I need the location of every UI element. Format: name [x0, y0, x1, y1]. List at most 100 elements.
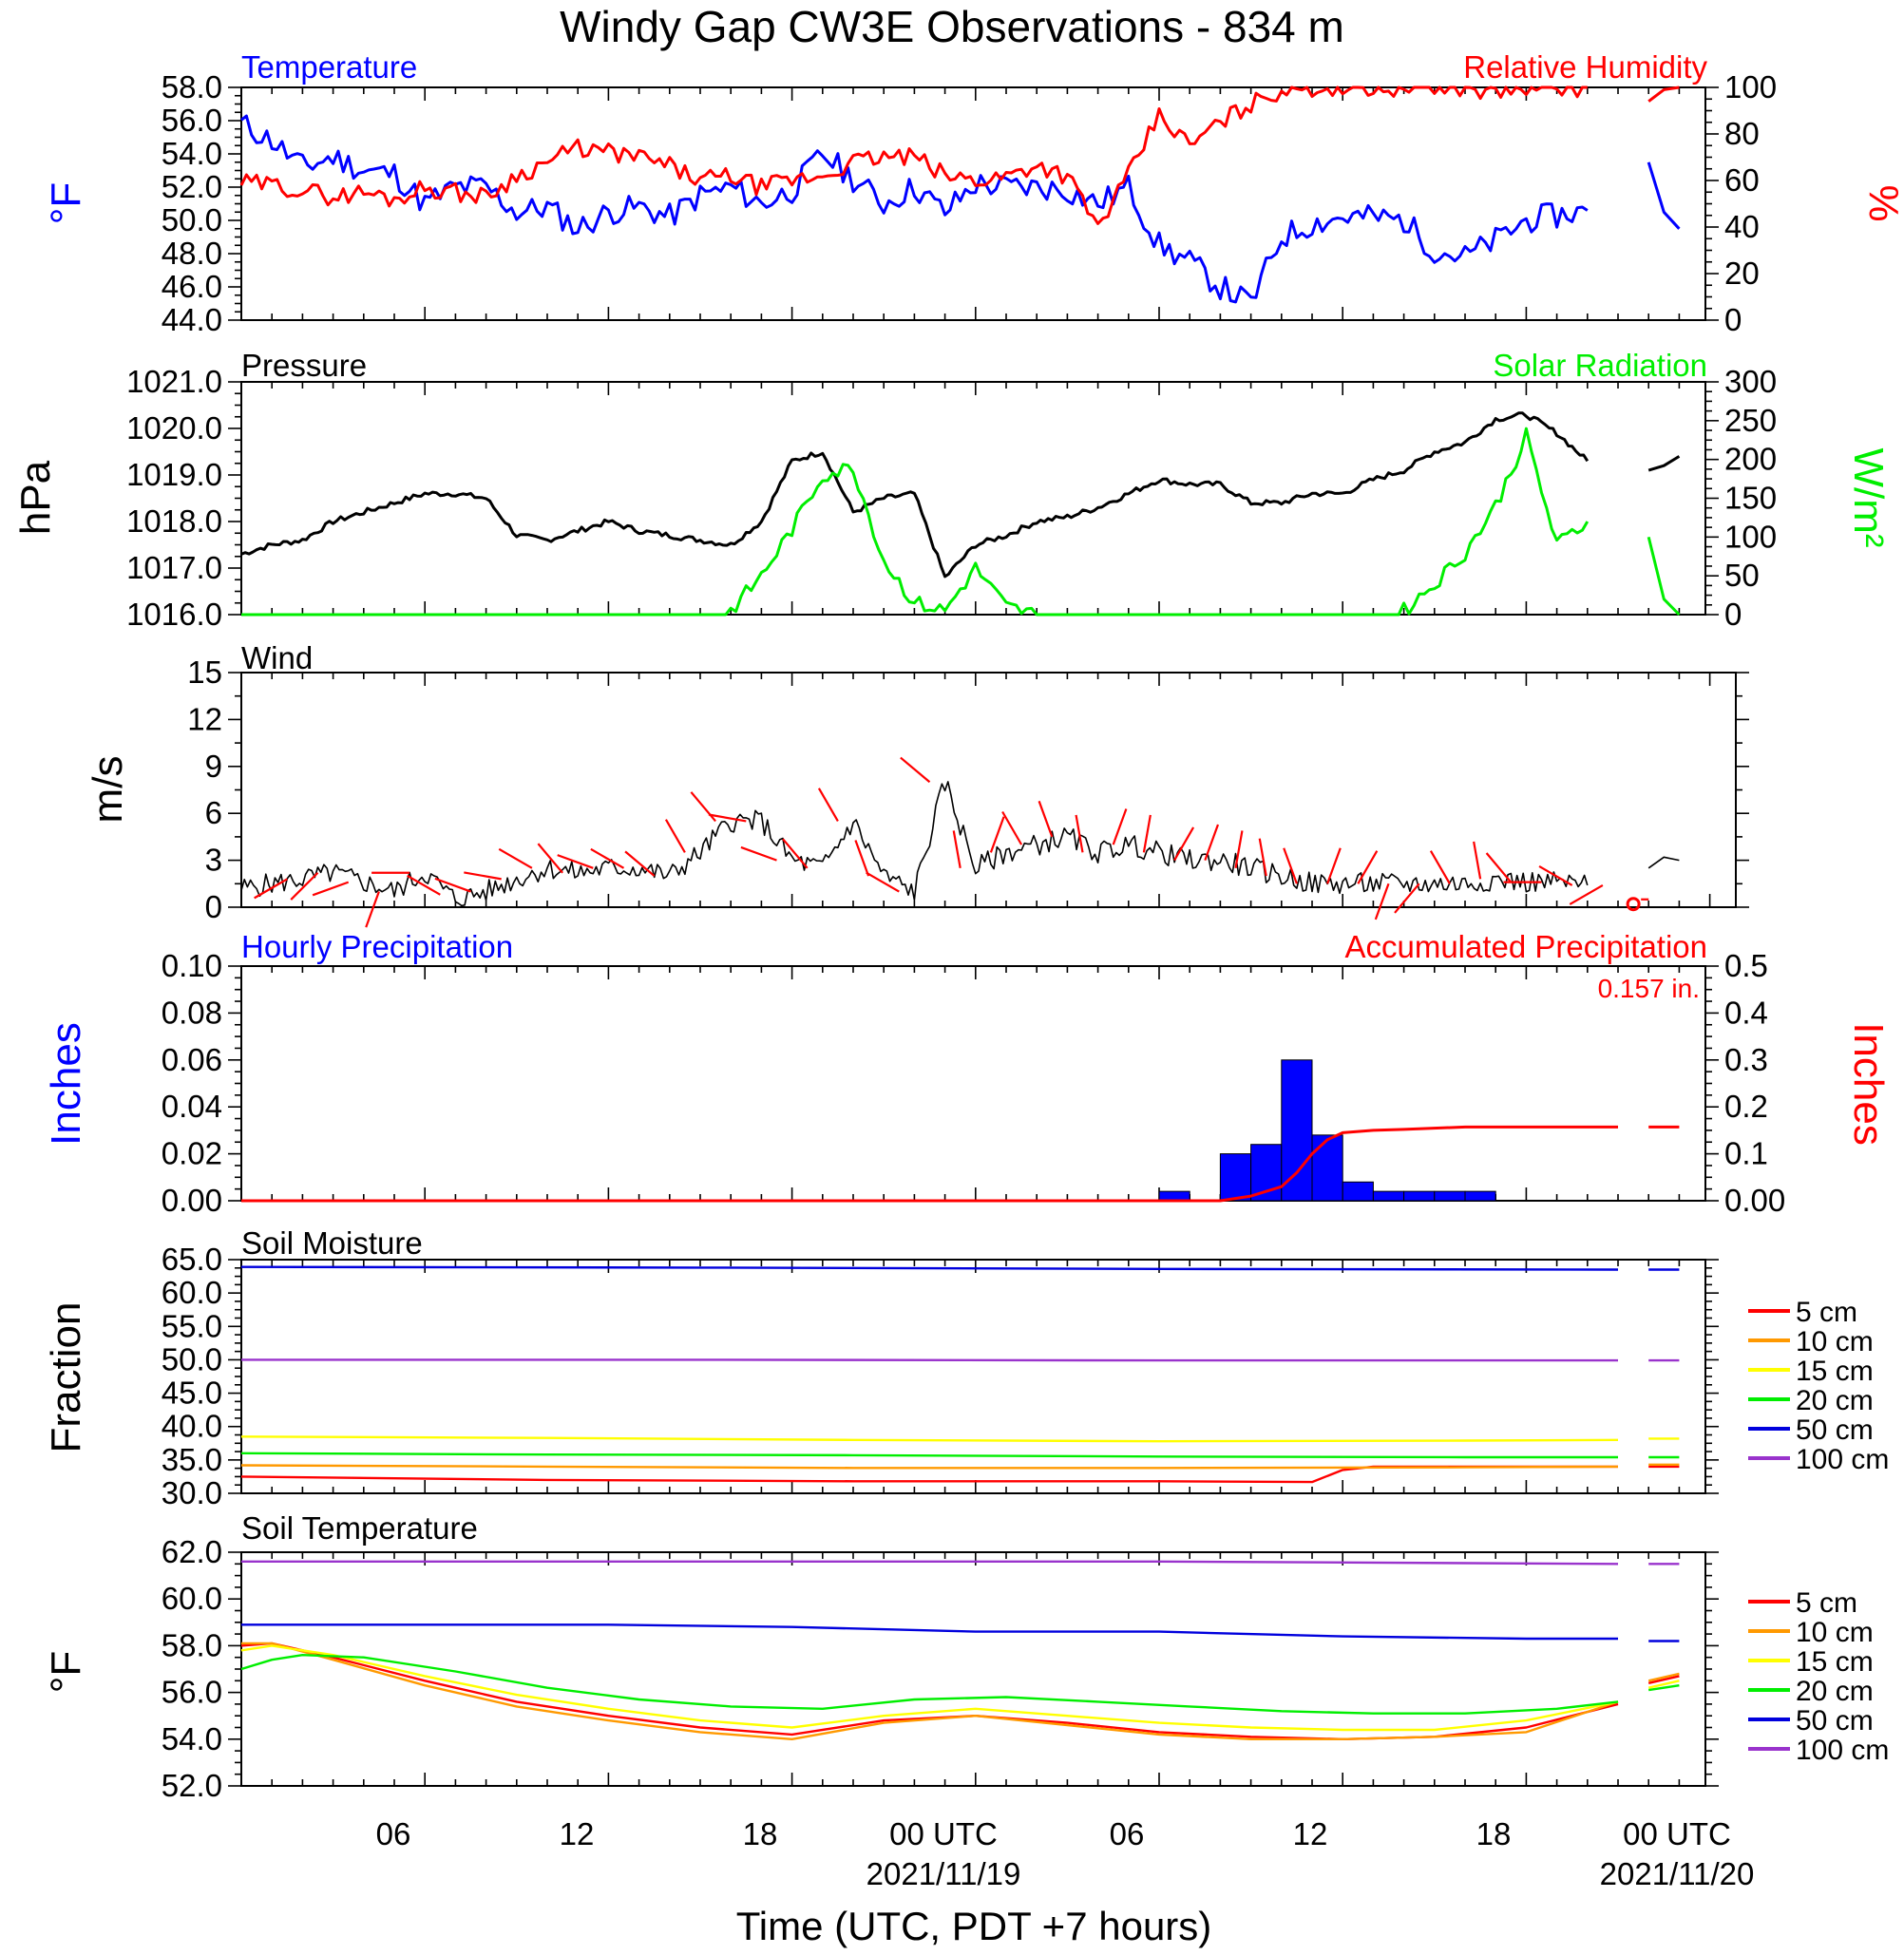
y-tick-label: 6 [205, 795, 222, 830]
legend-label: 10 cm [1796, 1326, 1874, 1357]
soil-line-15cm [240, 1435, 1619, 1443]
x-tick-label: 18 [1476, 1816, 1512, 1851]
soil-line-tail-15cm [1647, 1680, 1680, 1689]
wind-speed-line [240, 781, 1589, 907]
y-tick-label-right: 0.4 [1724, 995, 1768, 1030]
wind-barb [1258, 838, 1267, 877]
soil-line-10cm [240, 1464, 1619, 1470]
soil-line-100cm [241, 1560, 1619, 1566]
legend-label: 5 cm [1796, 1297, 1857, 1328]
wind-barb [989, 816, 1005, 853]
humidity-line-tail [1647, 85, 1680, 103]
y-tick-label-right: 200 [1724, 442, 1777, 477]
soil-line-15cm [240, 1644, 1619, 1732]
temperature-axis-title: °F [43, 182, 89, 224]
y-tick-label: 1021.0 [126, 364, 222, 399]
wind-barb [1142, 814, 1152, 853]
y-tick-label: 56.0 [162, 1675, 222, 1710]
y-tick-label: 0.02 [162, 1136, 222, 1171]
y-tick-label: 1019.0 [126, 457, 222, 492]
wind-barb [365, 891, 380, 928]
wind-barb [952, 830, 962, 869]
y-tick-label: 30.0 [162, 1475, 222, 1510]
precip-bar [1434, 1190, 1466, 1202]
pressure-title: Pressure [241, 348, 367, 383]
precipitation-panel: Hourly Precipitation Accumulated Precipi… [43, 929, 1892, 1218]
x-axis-title: Time (UTC, PDT +7 hours) [736, 1904, 1212, 1948]
wind-barb [537, 843, 563, 874]
x-tick-label: 12 [560, 1816, 595, 1851]
y-tick-label-right: 250 [1724, 403, 1777, 438]
precip-bar [1219, 1153, 1252, 1202]
y-tick-label: 35.0 [162, 1442, 222, 1477]
x-axis: 06 12 18 00 UTC 06 12 18 00 UTC 2021/11/… [376, 1816, 1755, 1948]
wind-barb [782, 838, 809, 869]
legend-label: 10 cm [1796, 1617, 1874, 1648]
humidity-line [239, 85, 1588, 225]
wind-title: Wind [241, 640, 313, 675]
soil-moisture-panel: Soil Moisture Fraction 65.060.055.050.04… [43, 1225, 1889, 1510]
precip-bar [1403, 1190, 1436, 1202]
y-tick-label: 0.06 [162, 1042, 222, 1077]
y-tick-label-right: 0.00 [1724, 1183, 1785, 1218]
y-tick-label: 0.08 [162, 995, 222, 1030]
chart-title: Windy Gap CW3E Observations - 834 m [560, 2, 1344, 51]
wind-barb [1473, 841, 1482, 880]
y-tick-label: 45.0 [162, 1376, 222, 1411]
y-tick-label: 50.0 [162, 202, 222, 237]
wind-barb [1112, 808, 1128, 845]
wind-speed-line-tail [1647, 856, 1680, 869]
wind-barb [1326, 847, 1342, 884]
y-tick-label: 58.0 [162, 69, 222, 104]
y-tick-label: 1018.0 [126, 503, 222, 539]
y-tick-label-right: 0.2 [1724, 1089, 1768, 1124]
wind-barb [254, 878, 288, 900]
y-tick-label: 12 [187, 701, 222, 736]
y-tick-label-right: 150 [1724, 481, 1777, 516]
legend-label: 5 cm [1796, 1587, 1857, 1619]
y-tick-label-right: 0.3 [1724, 1042, 1768, 1077]
y-tick-label: 0.00 [162, 1183, 222, 1218]
wind-barb [464, 871, 502, 881]
x-tick-label: 18 [743, 1816, 778, 1851]
wind-barb [1374, 883, 1390, 921]
pressure-solar-panel: Pressure Solar Radiation hPa W/m² 1021.0… [12, 348, 1892, 632]
soil-temperature-panel: Soil Temperature °F 62.0 60.0 58.0 56.0 54.0… [43, 1510, 1889, 1803]
y-tick-label: 52.0 [162, 169, 222, 204]
wind-barb [740, 845, 777, 862]
legend-label: 100 cm [1796, 1444, 1889, 1475]
y-tick-label-right: 100 [1724, 519, 1777, 554]
wind-barb [1075, 814, 1084, 853]
wind-barb [690, 791, 716, 823]
wind-barb [407, 874, 441, 896]
legend-label: 20 cm [1796, 1385, 1874, 1416]
wind-barb [1204, 824, 1220, 861]
wind-barb [557, 854, 594, 869]
soil-line-tail-5cm [1647, 1675, 1680, 1684]
y-tick-label-right: 60 [1724, 162, 1760, 198]
y-tick-label-right: 40 [1724, 209, 1760, 244]
humidity-title: Relative Humidity [1463, 49, 1707, 85]
wind-barb [624, 850, 656, 877]
wind-axis-title: m/s [85, 756, 131, 824]
y-tick-label: 50.0 [162, 1341, 222, 1376]
y-tick-label: 54.0 [162, 136, 222, 171]
wind-panel: Wind m/s 15 12 9 6 3 0 [85, 640, 1749, 928]
wind-barb [1283, 847, 1298, 884]
wind-barb [1001, 810, 1023, 845]
accumulated-precip-line [241, 1125, 1618, 1203]
legend-label: 20 cm [1796, 1676, 1874, 1707]
soil-line-100cm [241, 1358, 1618, 1362]
y-tick-label-right: 0 [1724, 302, 1742, 337]
solar-title: Solar Radiation [1493, 348, 1707, 383]
precip-bar [1372, 1190, 1405, 1202]
wind-barb [590, 847, 625, 869]
y-tick-label: 44.0 [162, 302, 222, 337]
wind-barb [1485, 852, 1513, 883]
wind-barb [854, 840, 870, 877]
precip-axis-title: Inches [43, 1022, 89, 1146]
x-date-label: 2021/11/20 [1600, 1856, 1755, 1891]
y-tick-label: 65.0 [162, 1242, 222, 1277]
